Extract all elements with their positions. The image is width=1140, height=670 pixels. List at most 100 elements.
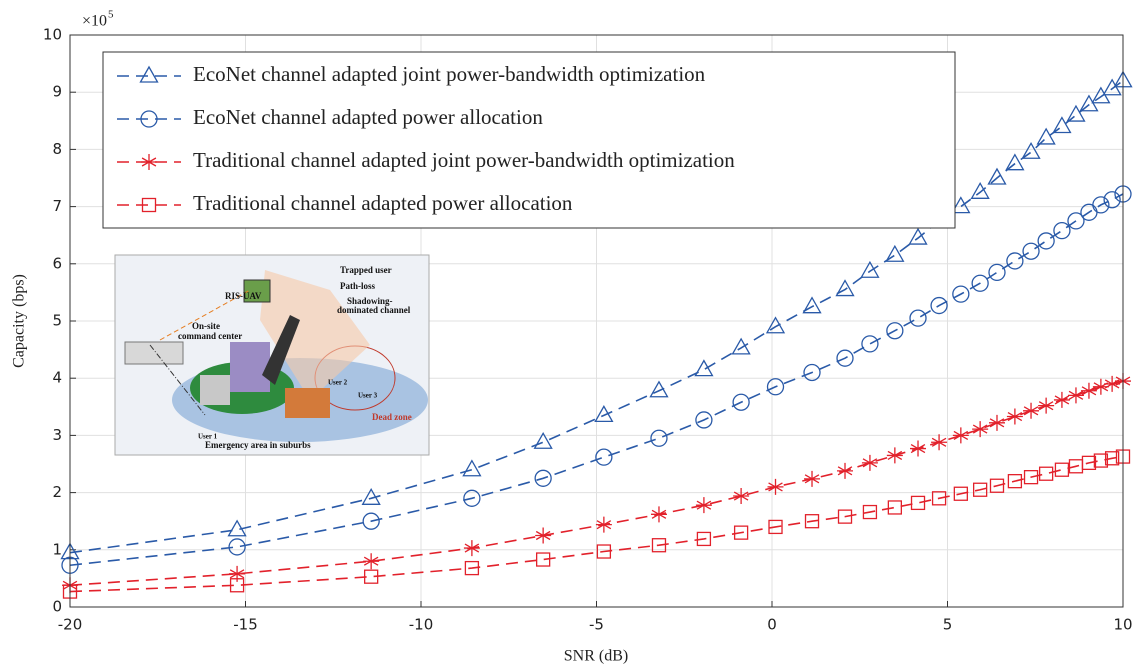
marker: [804, 470, 821, 487]
marker: [1006, 408, 1023, 425]
marker: [139, 65, 159, 83]
legend-label: EcoNet channel adapted power allocation: [193, 105, 543, 129]
marker: [1023, 470, 1039, 485]
x-tick-label: -10: [409, 616, 434, 634]
marker: [1067, 387, 1084, 404]
x-tick-label: 10: [1113, 616, 1132, 634]
marker: [768, 519, 783, 535]
marker: [1092, 196, 1110, 214]
y-tick-label: 3: [52, 426, 62, 444]
marker: [1021, 141, 1041, 159]
marker: [766, 378, 785, 396]
marker: [837, 509, 853, 524]
channel-line: [149, 344, 206, 416]
marker: [694, 359, 714, 377]
inset-label: dominated channel: [337, 305, 411, 315]
marker: [1080, 382, 1097, 399]
inset-label: User 2: [328, 379, 348, 387]
inset-label: User 1: [198, 433, 218, 441]
marker: [140, 110, 158, 128]
marker: [951, 196, 971, 214]
marker: [862, 504, 878, 520]
marker: [1067, 212, 1085, 230]
marker: [733, 488, 750, 505]
marker: [595, 516, 612, 533]
marker: [1023, 402, 1040, 419]
marker: [910, 440, 927, 457]
truck: [124, 341, 184, 365]
legend-label: Traditional channel adapted power alloca…: [193, 191, 573, 215]
marker: [1022, 242, 1040, 260]
marker: [910, 495, 926, 511]
inset-label: command center: [178, 331, 242, 341]
marker: [463, 489, 481, 507]
marker: [886, 447, 903, 464]
building: [200, 375, 230, 405]
legend-label: EcoNet channel adapted joint power-bandw…: [193, 62, 706, 86]
marker: [1006, 252, 1024, 270]
y-tick-label: 4: [52, 369, 62, 387]
inset-label: Path-loss: [340, 281, 376, 291]
marker: [732, 393, 750, 411]
marker: [695, 411, 713, 429]
marker: [835, 279, 855, 297]
marker: [909, 309, 927, 327]
inset-label: On-site: [192, 321, 220, 331]
marker: [1104, 451, 1120, 466]
marker: [887, 500, 902, 515]
inset-label: RIS-UAV: [225, 291, 262, 301]
inset-diagram: RIS-UAV Trapped user Path-loss Shadowing…: [114, 254, 430, 456]
x-tick-label: -15: [233, 616, 258, 634]
marker: [535, 527, 552, 544]
marker: [533, 431, 553, 449]
marker: [141, 197, 157, 213]
marker: [1081, 455, 1097, 471]
marker: [364, 569, 379, 584]
marker: [953, 486, 968, 501]
marker: [987, 167, 1007, 185]
marker: [535, 552, 551, 567]
ris-panel: [243, 279, 271, 303]
y-multiplier: ×10: [82, 13, 107, 30]
marker: [803, 363, 821, 382]
marker: [930, 296, 948, 315]
marker: [860, 260, 880, 278]
marker: [988, 263, 1006, 282]
beam: [260, 270, 370, 400]
y-axis-label: Capacity (bps): [11, 274, 28, 368]
marker: [696, 531, 712, 547]
marker: [952, 427, 969, 444]
y-tick-label: 7: [52, 197, 62, 215]
marker: [836, 349, 854, 367]
y-tick-label: 10: [43, 26, 62, 44]
marker: [595, 448, 613, 466]
marker: [837, 462, 854, 479]
marker: [534, 469, 552, 487]
marker: [463, 540, 480, 557]
x-tick-label: 0: [767, 616, 777, 634]
marker: [989, 478, 1005, 493]
marker: [650, 506, 667, 523]
marker: [1054, 462, 1070, 477]
x-tick-label: 5: [943, 616, 953, 634]
marker: [861, 335, 879, 353]
marker: [650, 429, 668, 447]
inset-label: Trapped user: [340, 265, 392, 275]
marker: [1053, 221, 1071, 240]
x-tick-label: -20: [58, 616, 83, 634]
pathloss-line: [159, 289, 251, 341]
marker: [1103, 191, 1121, 209]
marker: [227, 519, 247, 537]
marker: [362, 512, 380, 530]
tower: [262, 315, 300, 385]
x-tick-label: -5: [589, 616, 604, 634]
marker: [767, 478, 784, 495]
marker: [1052, 116, 1072, 134]
marker: [229, 565, 246, 582]
marker: [1037, 232, 1055, 250]
marker: [972, 482, 988, 497]
marker: [1036, 127, 1056, 145]
axes-box: [69, 34, 1124, 608]
y-tick-label: 2: [52, 483, 62, 501]
